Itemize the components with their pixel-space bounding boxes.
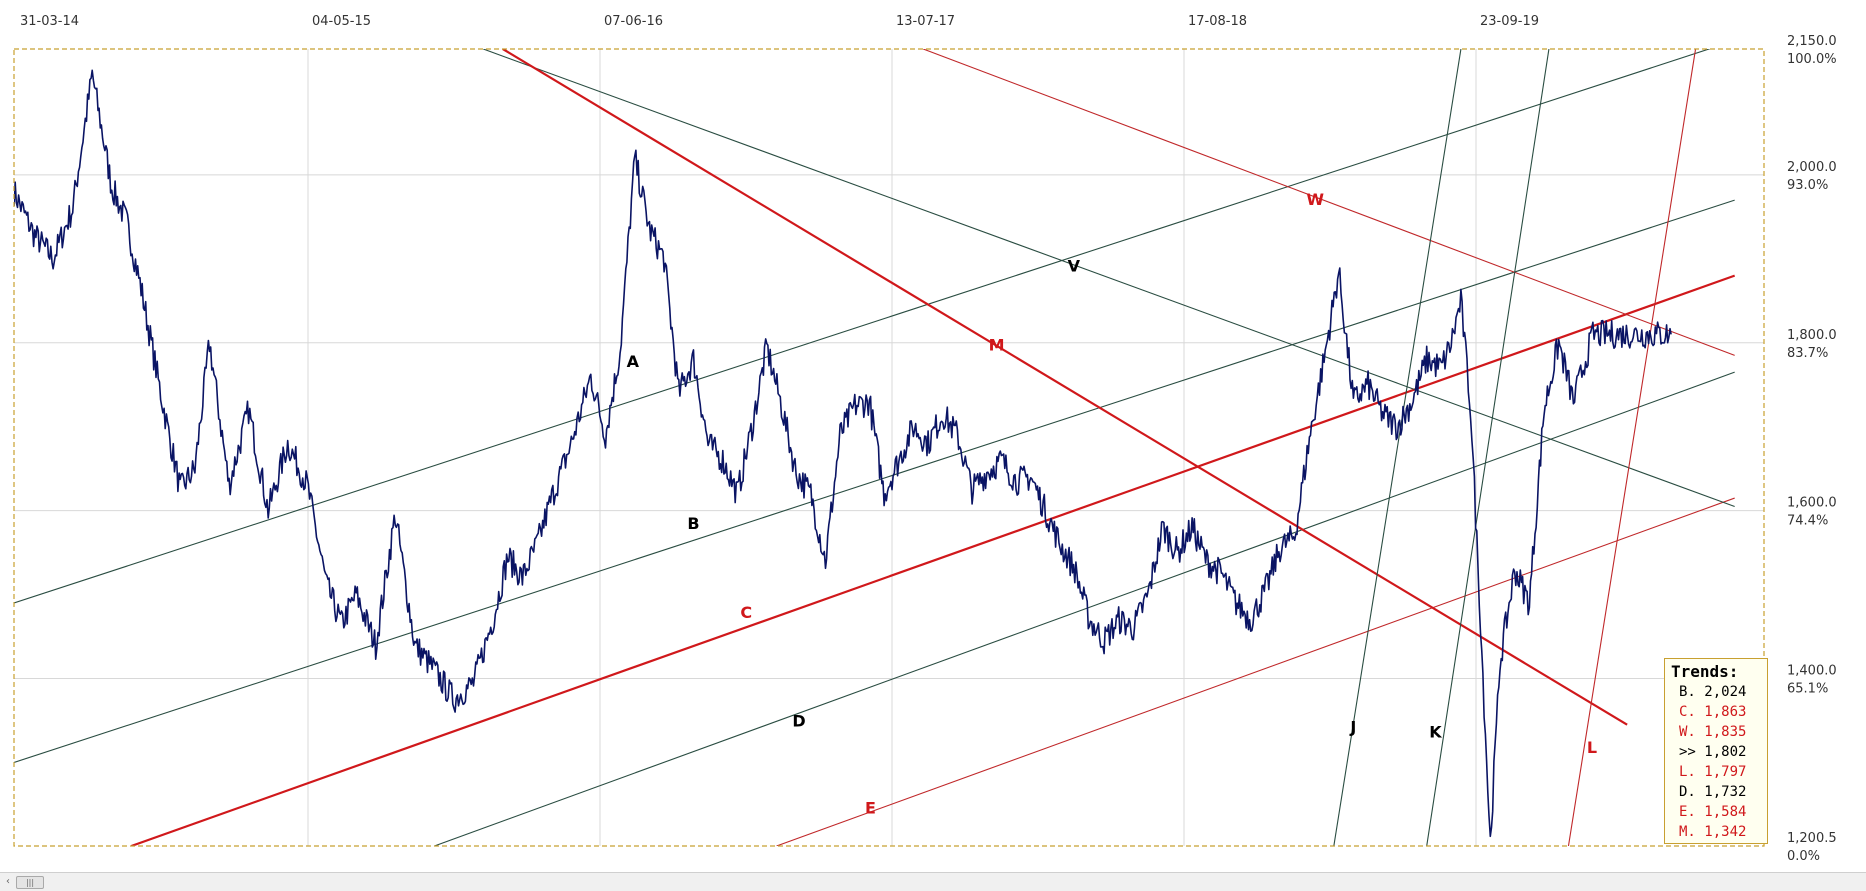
scroll-left-arrow-icon[interactable]: ‹ [6,876,10,887]
x-tick-label: 04-05-15 [312,14,371,29]
y-tick-percent-label: 65.1% [1787,682,1828,697]
y-tick-percent-label: 74.4% [1787,514,1828,529]
y-tick-price-label: 1,600.0 [1787,496,1837,511]
trend-line-w [923,49,1735,356]
trend-line-m [502,49,1628,726]
plot-frame [13,48,1765,847]
x-tick-label: 07-06-16 [604,14,663,29]
trend-label-c: C [740,603,752,622]
trend-line-v [483,49,1735,507]
trend-line-d [434,371,1735,846]
scrollbar-thumb[interactable]: ||| [16,876,44,889]
trend-line-labels: A B C D E V M W J K L [627,190,1597,818]
grid [14,49,1764,846]
legend-entry: M. 1,342 [1679,824,1747,840]
y-tick-price-label: 1,400.0 [1787,664,1837,679]
y-tick-percent-label: 0.0% [1787,849,1820,864]
y-tick-percent-label: 100.0% [1787,52,1837,67]
trend-line-l [1567,49,1697,846]
legend-entry: E. 1,584 [1679,804,1747,820]
y-tick-percent-label: 93.0% [1787,178,1828,193]
price-line [14,69,1672,838]
y-tick-price-label: 2,150.0 [1787,34,1837,49]
legend-entry: W. 1,835 [1679,724,1747,740]
trend-label-b: B [687,514,699,533]
x-tick-label: 31-03-14 [20,14,79,29]
trend-line-k [1426,49,1550,846]
trends-legend: Trends: B. 2,024 C. 1,863 W. 1,835 >> 1,802… [1664,658,1768,844]
trend-lines [14,49,1736,846]
trend-line-b [14,199,1735,764]
x-tick-label: 17-08-18 [1188,14,1247,29]
y-tick-price-label: 2,000.0 [1787,160,1837,175]
y-axis: 2,150.0 100.0% 2,000.0 93.0% 1,800.0 83.7% 1,6… [1787,34,1837,864]
trend-label-d: D [792,711,805,730]
chart: 31-03-14 04-05-15 07-06-16 13-07-17 17-08-18… [13,14,1837,864]
horizontal-scrollbar[interactable]: ‹ ||| [0,872,1866,891]
trend-line-j [1333,49,1462,846]
legend-entry: D. 1,732 [1679,784,1747,800]
y-tick-price-label: 1,800.0 [1787,328,1837,343]
trend-label-j: J [1349,717,1356,736]
trend-label-m: M [989,335,1005,354]
trend-label-v: V [1068,256,1081,275]
legend-entry: B. 2,024 [1679,684,1747,700]
trend-line-e [776,497,1735,846]
price-series [14,69,1672,838]
legend-entry: L. 1,797 [1679,764,1747,780]
trend-label-l: L [1587,738,1597,757]
x-tick-label: 13-07-17 [896,14,955,29]
x-axis: 31-03-14 04-05-15 07-06-16 13-07-17 17-08-18… [20,14,1539,29]
y-tick-percent-label: 83.7% [1787,346,1828,361]
trend-label-k: K [1429,722,1442,741]
x-tick-label: 23-09-19 [1480,14,1539,29]
trend-label-e: E [865,799,876,818]
trend-label-a: A [627,352,640,371]
legend-entry: >> 1,802 [1679,744,1747,760]
trend-line-a [14,49,1711,604]
trend-label-w: W [1306,190,1324,209]
legend-entry: C. 1,863 [1679,704,1747,720]
plot-background [14,49,1764,846]
legend-rows: B. 2,024 C. 1,863 W. 1,835 >> 1,802 L. 1,797… [1671,682,1761,842]
legend-title: Trends: [1671,662,1739,681]
y-tick-price-label: 1,200.5 [1787,831,1837,846]
